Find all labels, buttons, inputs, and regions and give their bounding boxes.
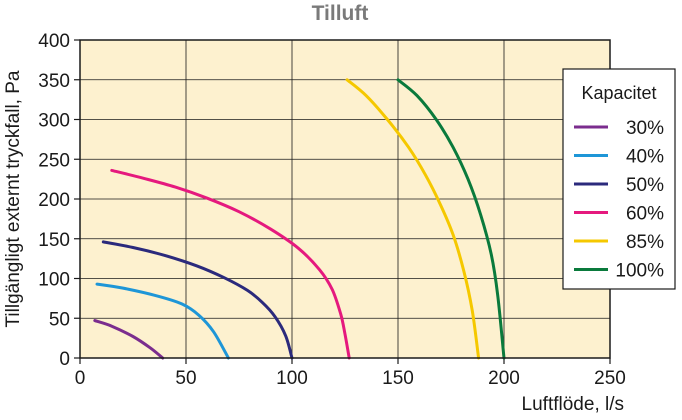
x-axis-label: Luftflöde, l/s <box>522 394 624 415</box>
series-line-30-pct <box>93 319 165 360</box>
series-line-40-pct <box>95 282 230 360</box>
series-line-60-pct <box>110 168 351 360</box>
legend-label: 50% <box>626 175 664 196</box>
legend-title: Kapacitet <box>581 83 656 103</box>
y-tick-label: 0 <box>59 349 70 370</box>
legend-label: 30% <box>626 118 664 139</box>
x-tick-label: 150 <box>382 368 414 389</box>
axis-ticks: 0 50 100 150 200 250 0 50 100 150 200 250 300 350 400 <box>38 31 626 389</box>
grid-lines <box>80 40 610 358</box>
x-tick-label: 200 <box>488 368 520 389</box>
series-line-85-pct <box>345 78 481 360</box>
y-tick-label: 50 <box>49 309 70 330</box>
y-tick-label: 200 <box>38 190 70 211</box>
chart-title: Tilluft <box>312 2 369 25</box>
y-tick-label: 400 <box>38 31 70 52</box>
legend-label: 85% <box>626 232 664 253</box>
y-axis-label: Tillgängligt externt tryckfall, Pa <box>3 70 24 327</box>
legend-label: 60% <box>626 204 664 225</box>
y-tick-label: 100 <box>38 270 70 291</box>
series-line-100-pct <box>396 78 506 360</box>
y-tick-label: 250 <box>38 150 70 171</box>
x-tick-label: 0 <box>75 368 86 389</box>
y-tick-label: 150 <box>38 230 70 251</box>
legend-box <box>562 68 676 290</box>
legend-label: 40% <box>626 147 664 168</box>
y-tick-label: 300 <box>38 111 70 132</box>
legend-items: 30% 40% 50% 60% 85% 100% <box>574 118 664 282</box>
y-tick-label: 350 <box>38 71 70 92</box>
legend-label: 100% <box>615 261 664 282</box>
x-tick-label: 250 <box>594 368 626 389</box>
series-line-50-pct <box>101 240 294 360</box>
x-tick-label: 50 <box>175 368 196 389</box>
series-layer <box>93 78 506 360</box>
x-tick-label: 100 <box>276 368 308 389</box>
legend: Kapacitet 30% 40% 50% 60% 85% 100% <box>562 68 676 290</box>
